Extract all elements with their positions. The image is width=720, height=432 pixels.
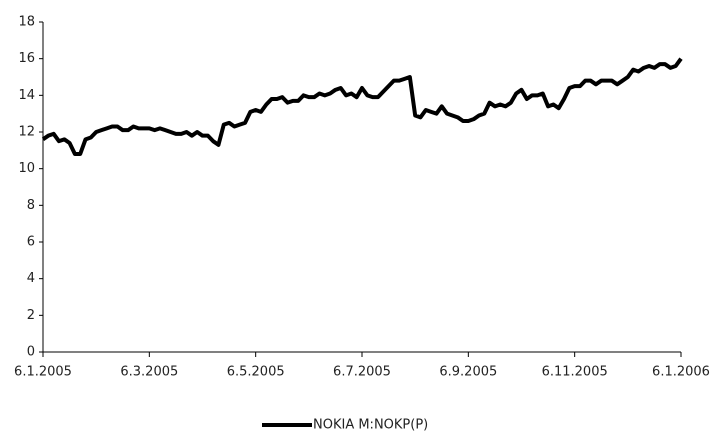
y-tick-label: 10 — [18, 161, 35, 176]
y-tick-label: 14 — [18, 88, 35, 103]
y-tick-label: 12 — [18, 125, 35, 140]
x-tick-label: 6.7.2005 — [333, 365, 391, 380]
x-tick-label: 6.1.2006 — [652, 365, 710, 380]
x-tick-label: 6.5.2005 — [227, 365, 285, 380]
x-tick-label: 6.3.2005 — [120, 365, 178, 380]
y-tick-label: 18 — [18, 15, 35, 30]
y-tick-label: 6 — [27, 235, 35, 250]
y-tick-label: 8 — [27, 198, 35, 213]
y-tick-label: 4 — [27, 271, 35, 286]
legend-label: NOKIA M:NOKP(P) — [313, 418, 428, 432]
x-tick-label: 6.11.2005 — [542, 365, 608, 380]
x-tick-label: 6.1.2005 — [14, 365, 72, 380]
y-tick-label: 2 — [27, 308, 35, 323]
line-series — [41, 57, 683, 156]
y-tick-label: 16 — [18, 51, 35, 66]
y-tick-label: 0 — [27, 345, 35, 360]
x-tick-label: 6.9.2005 — [439, 365, 497, 380]
